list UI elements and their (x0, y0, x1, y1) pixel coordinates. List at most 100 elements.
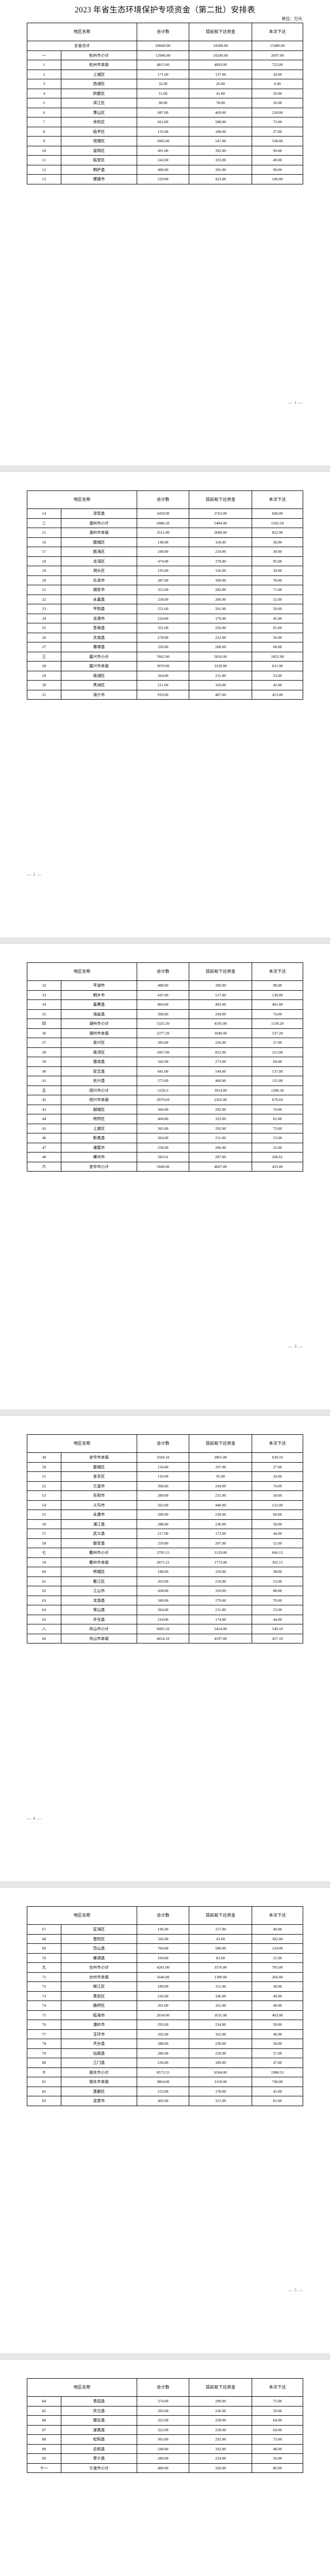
row-total: 51.00 (136, 88, 190, 98)
row-region-name: 嘉善县 (60, 999, 137, 1010)
row-index: 70 (27, 1953, 61, 1963)
row-index: 十一 (27, 2463, 61, 2473)
row-current: 266.00 (252, 1972, 303, 1982)
table-row: 48 嵊州市 583.61 287.00 296.61 (27, 1152, 303, 1162)
row-region-name: 莲都区 (60, 2086, 137, 2096)
row-region-name: 衢江区 (60, 1576, 137, 1586)
grand-total-row: 全省合计 69660.00 54180.00 15480.00 (27, 41, 303, 51)
row-advance: 41.00 (189, 88, 253, 98)
row-index: 66 (27, 1633, 61, 1643)
row-total: 400.00 (136, 2463, 190, 2473)
row-current: 98.00 (252, 980, 303, 991)
row-current: 302.15 (252, 1557, 303, 1567)
row-region-name: 越城区 (60, 1104, 137, 1114)
row-current: 433.00 (252, 1161, 303, 1172)
table-row: 62 江山市 438.00 350.00 88.00 (27, 1586, 303, 1596)
row-current: 80.00 (252, 2463, 303, 2473)
row-region-name: 淳安县 (60, 509, 137, 519)
row-advance: 390.00 (189, 980, 253, 991)
row-region-name: 建德市 (60, 174, 137, 184)
row-total: 661.00 (136, 117, 190, 127)
table-row: 22 永嘉县 258.00 206.00 52.00 (27, 594, 303, 604)
grand-total-advance: 54180.00 (189, 41, 253, 51)
row-region-name: 义乌市 (60, 1500, 137, 1510)
row-current: 27.00 (252, 1462, 303, 1472)
row-region-name: 玉环市 (60, 2029, 137, 2039)
page-title: 2023 年省生态环境保护专项资金（第二批）安排表 (75, 6, 255, 14)
row-region-name: 瓯海区 (60, 547, 137, 557)
row-advance: 469.00 (189, 107, 253, 117)
row-current: 130.00 (252, 990, 303, 1000)
row-current: 52.00 (252, 1142, 303, 1153)
fund-allocation-table: 地区名称 合计数 提前批下达资金 本次下达 14 淳安县 3459.00 2763.00 696… (27, 490, 303, 700)
table-row: 46 新昌县 264.00 211.00 53.00 (27, 1133, 303, 1143)
row-index: 50 (27, 1462, 61, 1472)
row-current: 74.00 (252, 1009, 303, 1019)
row-region-name: 衢州市本级 (60, 1557, 137, 1567)
row-current: 45.00 (252, 613, 303, 623)
row-current: 38.00 (252, 1981, 303, 1992)
row-current: 52.00 (252, 1538, 303, 1548)
row-current: 30.00 (252, 537, 303, 547)
row-total: 264.00 (136, 1133, 190, 1143)
row-index: 86 (27, 2415, 61, 2426)
row-index: 13 (27, 174, 61, 184)
row-region-name: 富阳区 (60, 145, 137, 156)
row-current: 78.00 (252, 575, 303, 585)
row-region-name: 临安区 (60, 155, 137, 165)
row-advance: 162.00 (189, 2029, 253, 2039)
row-region-name: 景宁县 (60, 2453, 137, 2464)
row-current: 88.00 (252, 1586, 303, 1596)
table-row: 41 长兴县 575.00 460.00 115.00 (27, 1076, 303, 1086)
row-advance: 287.00 (189, 1152, 253, 1162)
page-folio: — 5 — (288, 2288, 303, 2293)
column-header-region: 地区名称 (27, 1906, 137, 1925)
row-region-name: 龙游县 (60, 1595, 137, 1605)
table-row: 52 兰溪市 368.00 294.00 74.00 (27, 1481, 303, 1491)
row-current: 38.00 (252, 1567, 303, 1577)
row-current: 73.00 (252, 2434, 303, 2445)
row-current: 401.00 (252, 999, 303, 1010)
page-top-spacer (27, 1888, 303, 1906)
row-region-name: 滨江区 (60, 98, 137, 108)
row-current: 44.00 (252, 1529, 303, 1539)
table-row: 57 武义县 217.00 173.00 44.00 (27, 1529, 303, 1539)
table-row: 69 岱山县 704.00 580.00 124.00 (27, 1943, 303, 1954)
page-folio: — 4 — (27, 1816, 42, 1821)
row-index: 47 (27, 1142, 61, 1153)
row-current: 21.00 (252, 1953, 303, 1963)
row-total: 258.00 (136, 594, 190, 604)
table-row: 13 建德市 529.00 423.00 106.00 (27, 174, 303, 184)
table-row: 40 安吉县 681.00 544.00 137.00 (27, 1066, 303, 1076)
table-row: 83 龙泉市 402.00 321.00 81.00 (27, 2096, 303, 2106)
table-row: 15 温州市本级 3511.90 2689.00 822.90 (27, 528, 303, 538)
row-region-name: 开化县 (60, 1614, 137, 1624)
row-region-name: 舟山市本级 (60, 1633, 137, 1643)
row-total: 264.00 (136, 1605, 190, 1615)
row-total: 119.00 (136, 1471, 190, 1482)
row-region-name: 杭州市小计 (60, 50, 137, 60)
table-row: 89 云和县 240.00 192.00 48.00 (27, 2444, 303, 2454)
row-total: 242.00 (136, 155, 190, 165)
row-total: 2979.69 (136, 1095, 190, 1105)
row-region-name: 江山市 (60, 1586, 137, 1596)
row-region-name: 湖州市本级 (60, 1028, 137, 1038)
table-row: 90 景宁县 280.00 224.00 56.00 (27, 2453, 303, 2464)
page-folio: — 3 — (288, 1344, 303, 1349)
table-row: 14 淳安县 3459.00 2763.00 696.00 (27, 509, 303, 519)
row-total: 402.00 (136, 2096, 190, 2106)
row-total: 249.00 (136, 547, 190, 557)
row-region-name: 浦江县 (60, 1519, 137, 1529)
row-advance: 3339.00 (189, 661, 253, 671)
row-region-name: 柯桥区 (60, 1114, 137, 1124)
row-current: 705.00 (252, 1962, 303, 1973)
table-row: 9 钱塘区 1085.00 547.00 538.00 (27, 136, 303, 146)
row-index: 11 (27, 155, 61, 165)
row-advance: 517.00 (189, 990, 253, 1000)
row-total: 293.00 (136, 2020, 190, 2030)
row-region-name: 南湖区 (60, 670, 137, 681)
row-total: 365.00 (136, 2434, 190, 2445)
row-index: 77 (27, 2029, 61, 2039)
table-row: 75 临海市 2034.00 1631.00 403.00 (27, 2010, 303, 2020)
